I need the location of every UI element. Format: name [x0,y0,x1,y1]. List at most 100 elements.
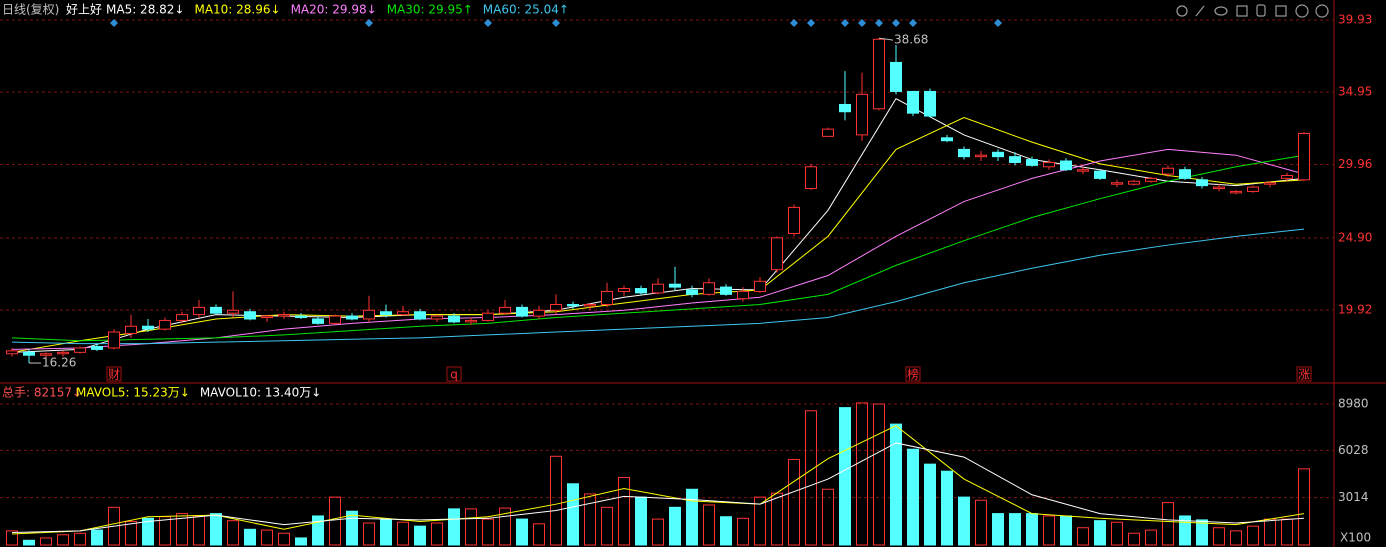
volume-bar [312,515,324,546]
volume-bar [737,517,749,546]
ma-line [11,154,1305,342]
volume-bar [754,496,766,546]
volume-bar [516,518,528,546]
volume-bar [1009,513,1021,546]
candle-body [1077,169,1089,172]
volume-bar [261,529,273,546]
draw-icon[interactable] [1195,5,1205,17]
box-icon[interactable] [1236,5,1248,17]
volume-bar [975,499,987,546]
event-marker [994,19,1002,27]
candle-body [312,318,324,324]
candle-body [992,151,1004,158]
candle-body [703,282,715,295]
volume-bar [652,518,664,546]
candle-body [329,315,341,324]
volume-bar [618,476,630,546]
candle-body [652,283,664,294]
volume-bar [1230,530,1242,546]
candle-body [720,286,732,295]
candle-body [295,315,307,319]
volume-bar [1145,529,1157,546]
volume-bar [720,516,732,546]
bottom-label: 榜 [907,367,919,382]
volume-bar [482,518,494,546]
volume-bar [1247,525,1259,546]
candle-body [193,306,205,316]
volume-bar [397,521,409,546]
volume-bar [1094,520,1106,546]
volume-tick-label: 6028 [1338,443,1369,457]
volume-tick-label: 8980 [1338,397,1369,411]
hand-icon[interactable] [1256,4,1266,17]
event-marker [365,19,373,27]
volume-bar [907,448,919,546]
candle-body [1264,182,1276,185]
candle-body [975,154,987,158]
candle-body [278,314,290,317]
volume-bar [1298,468,1310,546]
candle-body [958,148,970,158]
candle-body [601,290,613,305]
bottom-label: 财 [108,368,120,382]
event-marker [892,19,900,27]
volume-bar [414,525,426,546]
ma-line [11,228,1305,345]
volume-bar [550,455,562,546]
volume-bar [1213,527,1225,546]
candle-body [754,280,766,292]
candle-body [108,331,120,349]
volume-bar [941,470,953,546]
volume-bar [431,522,443,546]
candle-body [907,90,919,114]
volume-bar [601,506,613,546]
candle-body [1026,159,1038,166]
zoom-in-icon[interactable] [1295,4,1309,18]
y-tick-label: 39.93 [1338,12,1372,26]
candle-body [1247,186,1259,192]
candle-body [890,61,902,92]
volume-bar [91,529,103,546]
candle-body [1213,186,1225,190]
candle-body [1179,169,1191,179]
volume-bar [533,523,545,546]
volume-bar [873,403,885,546]
candle-body [1128,180,1140,185]
volume-bar [1111,521,1123,546]
volume-tick-label: 3014 [1338,490,1369,504]
event-marker [909,19,917,27]
candle-body [788,206,800,234]
volume-bar [176,513,188,546]
volume-bar [1196,519,1208,546]
rect-icon[interactable] [1275,5,1287,17]
volume-bar [822,488,834,546]
candle-body [346,315,358,320]
legend-entry: MAVOL10: 13.40万↓ [200,386,321,400]
candle-body [1196,179,1208,187]
volume-bar [329,496,341,546]
candle-body [363,309,375,320]
candle-body [635,288,647,294]
candle-body [57,351,69,355]
settings-icon[interactable] [1176,5,1188,17]
volume-ma-line [11,425,1305,535]
candle-body [1094,170,1106,179]
volume-unit: X100 [1340,531,1371,545]
candle-body [1111,182,1123,185]
candle-body [227,309,239,314]
candle-body [924,90,936,117]
volume-bar [346,510,358,546]
eye-icon[interactable] [1214,6,1228,16]
zoom-out-icon[interactable] [1315,4,1329,18]
bottom-label: q [450,368,458,382]
candle-body [686,289,698,295]
volume-header: 总手: 82157↓ [2,386,82,400]
volume-bar [278,532,290,546]
bottom-label-box [106,366,122,382]
legend-entry: MA5: 28.82↓ [106,3,184,17]
candle-body [40,353,52,356]
candle-body [737,290,749,300]
candle-body [23,351,35,356]
